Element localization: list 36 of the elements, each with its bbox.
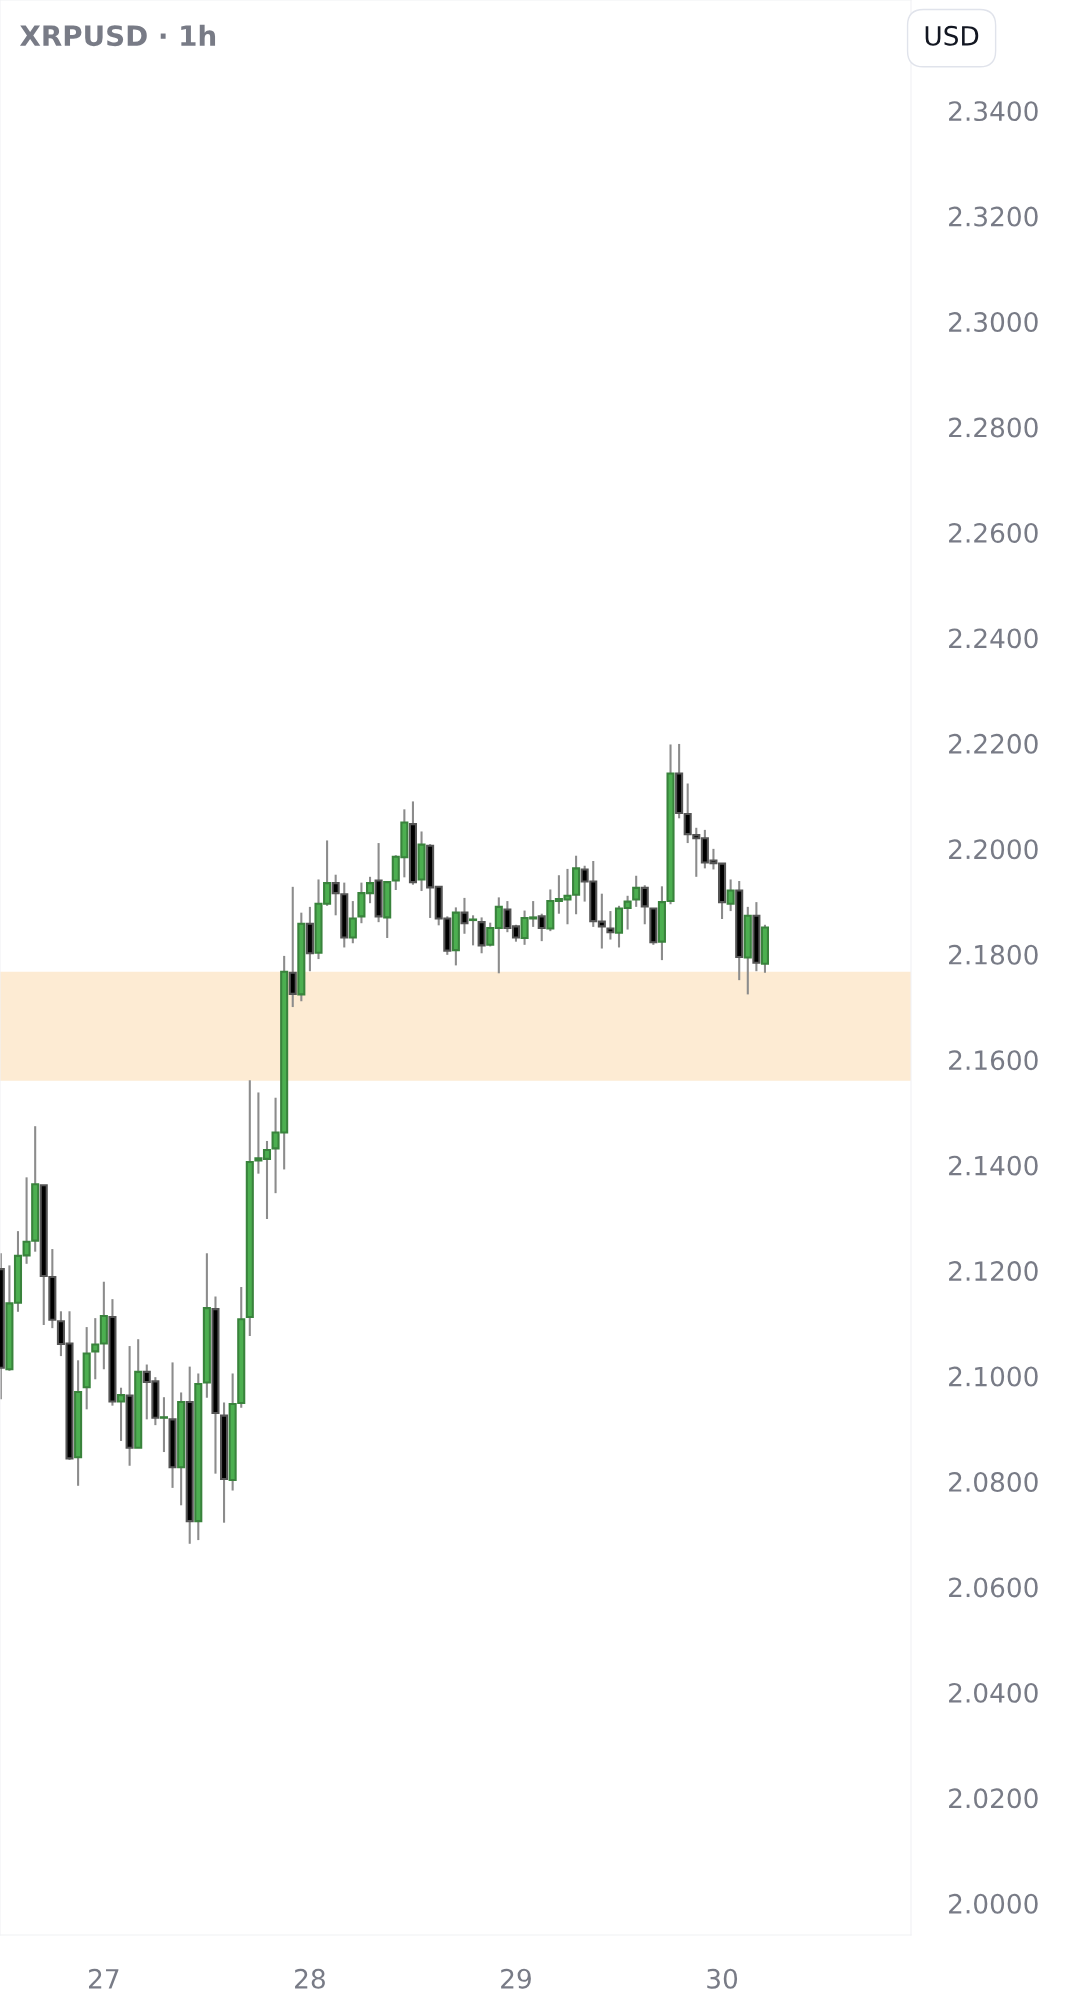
y-tick-label: 2.0400 xyxy=(949,1682,1038,1703)
candlestick xyxy=(460,896,469,935)
y-tick-label: 2.3000 xyxy=(949,312,1038,333)
candlestick xyxy=(640,884,649,926)
y-tick-label: 2.2600 xyxy=(949,522,1038,543)
y-tick-label: 2.1000 xyxy=(949,1366,1038,1387)
y-tick-label: 2.2800 xyxy=(949,417,1038,438)
candlestick xyxy=(159,1396,168,1454)
y-tick-label: 2.0800 xyxy=(949,1472,1038,1492)
y-tick-label: 2.2000 xyxy=(949,839,1038,860)
y-tick-label: 2.0200 xyxy=(949,1788,1038,1809)
y-tick-label: 2.2200 xyxy=(949,733,1038,754)
y-tick-label: 2.1600 xyxy=(949,1050,1038,1071)
x-tick-label: 27 xyxy=(89,1968,119,1989)
candlestick xyxy=(606,910,615,941)
candlestick xyxy=(288,885,297,1009)
y-tick-label: 2.1400 xyxy=(949,1155,1038,1176)
candlestick xyxy=(116,1386,126,1443)
text: USD xyxy=(925,25,979,46)
x-tick-label: 30 xyxy=(707,1968,738,1989)
text: XRPUSD · 1h xyxy=(19,24,216,47)
y-tick-label: 2.0000 xyxy=(949,1893,1038,1914)
y-tick-label: 2.3400 xyxy=(949,101,1038,122)
candlestick xyxy=(632,874,641,908)
x-tick-label: 28 xyxy=(295,1968,325,1989)
candlestick xyxy=(537,912,546,943)
y-tick-label: 2.0600 xyxy=(949,1577,1038,1598)
y-tick-label: 2.1200 xyxy=(949,1261,1038,1282)
y-tick-label: 2.2400 xyxy=(949,628,1038,649)
candlestick xyxy=(469,914,478,947)
candlestick xyxy=(726,878,735,913)
candlestick xyxy=(348,900,357,945)
y-tick-label: 2.3200 xyxy=(949,206,1038,227)
candlestick xyxy=(477,916,486,955)
y-tick-label: 2.1800 xyxy=(949,944,1038,965)
x-tick-label: 29 xyxy=(501,1968,531,1989)
